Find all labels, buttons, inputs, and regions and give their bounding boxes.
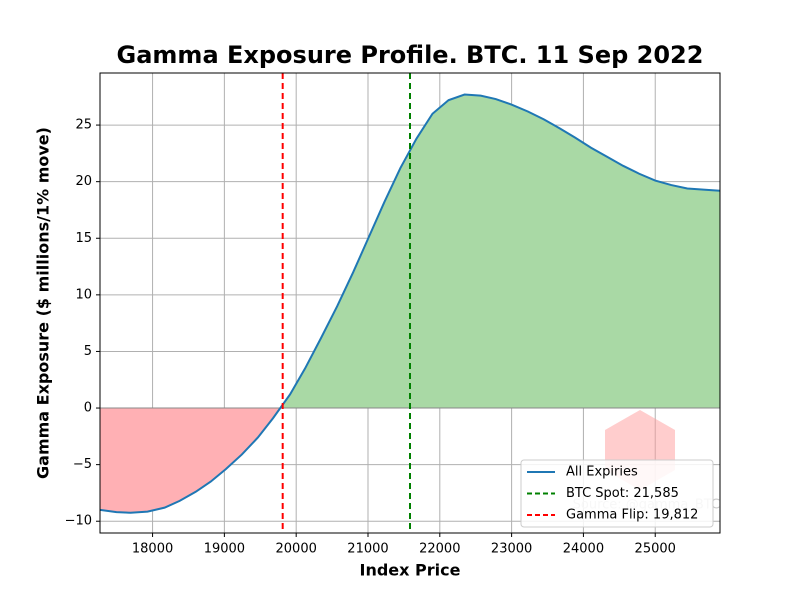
x-tick-label: 23000 <box>491 542 532 557</box>
chart-title: Gamma Exposure Profile. BTC. 11 Sep 2022 <box>117 41 704 69</box>
legend: All Expiries BTC Spot: 21,585 Gamma Flip: … <box>520 459 714 528</box>
x-tick-label: 22000 <box>419 542 460 557</box>
y-tick-label: 5 <box>84 344 92 359</box>
legend-box <box>520 459 714 528</box>
y-tick-label: 25 <box>75 118 92 133</box>
y-tick-label: 10 <box>75 287 92 302</box>
x-tick-label: 20000 <box>276 542 317 557</box>
negative-fill <box>100 408 720 513</box>
legend-label: Gamma Flip: 19,812 <box>566 508 698 523</box>
y-tick-label: −10 <box>65 514 92 529</box>
legend-label: All Expiries <box>566 465 638 480</box>
x-tick-label: 19000 <box>204 542 245 557</box>
x-tick-label: 24000 <box>563 542 604 557</box>
y-axis-label: Gamma Exposure ($ millions/1% move) <box>34 127 53 479</box>
series-line <box>100 93 720 514</box>
x-tick-label: 18000 <box>132 542 173 557</box>
negative-region <box>100 408 720 513</box>
plot-frame <box>99 72 721 534</box>
positive-fill <box>100 94 720 409</box>
x-tick-label: 21000 <box>347 542 388 557</box>
x-axis-label: Index Price <box>360 561 461 580</box>
y-tick-label: 15 <box>75 231 92 246</box>
y-tick-label: −5 <box>73 457 92 472</box>
x-tick-label: 25000 <box>635 542 676 557</box>
y-tick-label: 20 <box>75 174 92 189</box>
legend-label: BTC Spot: 21,585 <box>566 486 679 501</box>
y-tick-label: 0 <box>84 401 92 416</box>
plot-area <box>100 73 720 533</box>
positive-region <box>100 94 720 409</box>
